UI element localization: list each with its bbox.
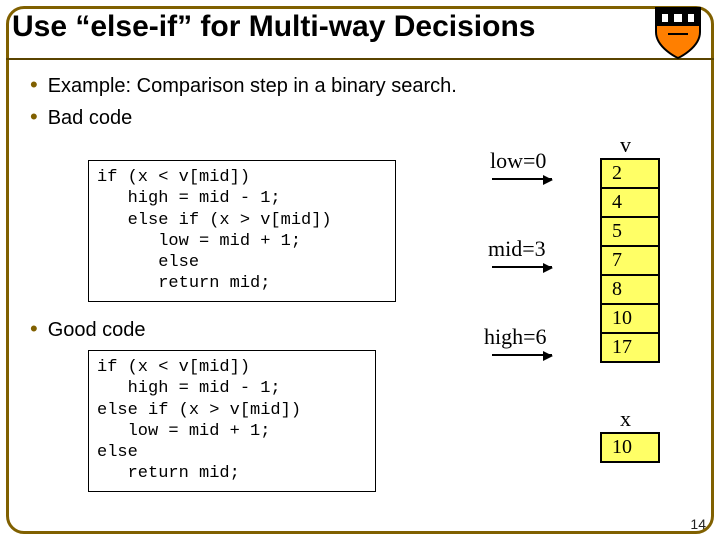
ptr-low-arrow [492, 178, 552, 180]
target-cell: 10 [602, 434, 658, 461]
ptr-high-arrow [492, 354, 552, 356]
bullet-good-row: • Good code [30, 316, 146, 342]
good-code-text: if (x < v[mid]) high = mid - 1; else if … [97, 358, 301, 483]
bullet-dot: • [30, 106, 38, 128]
bullet-list: • Example: Comparison step in a binary se… [30, 72, 457, 136]
array-cell: 5 [602, 218, 658, 247]
good-code-box: if (x < v[mid]) high = mid - 1; else if … [88, 350, 376, 492]
bad-code-box: if (x < v[mid]) high = mid - 1; else if … [88, 160, 396, 302]
bullet-dot: • [30, 316, 38, 341]
slide-title: Use “else-if” for Multi-way Decisions [12, 10, 535, 44]
array-cell: 17 [602, 334, 658, 361]
array-cell: 7 [602, 247, 658, 276]
bullet-example: Example: Comparison step in a binary sea… [48, 72, 457, 100]
array-cell: 4 [602, 189, 658, 218]
array-cell: 2 [602, 160, 658, 189]
bullet-dot: • [30, 74, 38, 96]
array-cell: 10 [602, 305, 658, 334]
array-header-v: v [620, 132, 631, 158]
ptr-high-label: high=6 [484, 324, 547, 350]
ptr-low-label: low=0 [490, 148, 546, 174]
target-table: 10 [600, 432, 660, 463]
page-number: 14 [690, 516, 706, 532]
array-table: 2 4 5 7 8 10 17 [600, 158, 660, 363]
title-rule [6, 58, 714, 60]
ptr-mid-label: mid=3 [488, 236, 546, 262]
target-header-x: x [620, 406, 631, 432]
bullet-bad: Bad code [48, 104, 133, 132]
ptr-mid-arrow [492, 266, 552, 268]
princeton-shield-icon [654, 6, 702, 60]
bullet-good: Good code [48, 319, 146, 341]
array-cell: 8 [602, 276, 658, 305]
bad-code-text: if (x < v[mid]) high = mid - 1; else if … [97, 168, 332, 293]
